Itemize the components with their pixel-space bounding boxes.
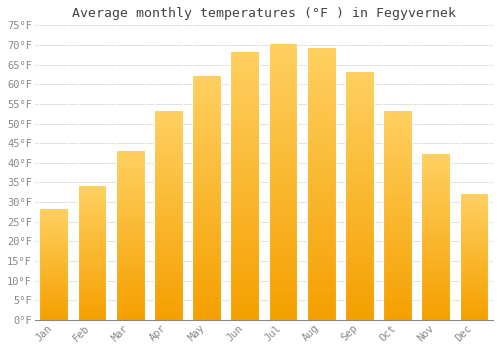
Title: Average monthly temperatures (°F ) in Fegyvernek: Average monthly temperatures (°F ) in Fe… bbox=[72, 7, 456, 20]
